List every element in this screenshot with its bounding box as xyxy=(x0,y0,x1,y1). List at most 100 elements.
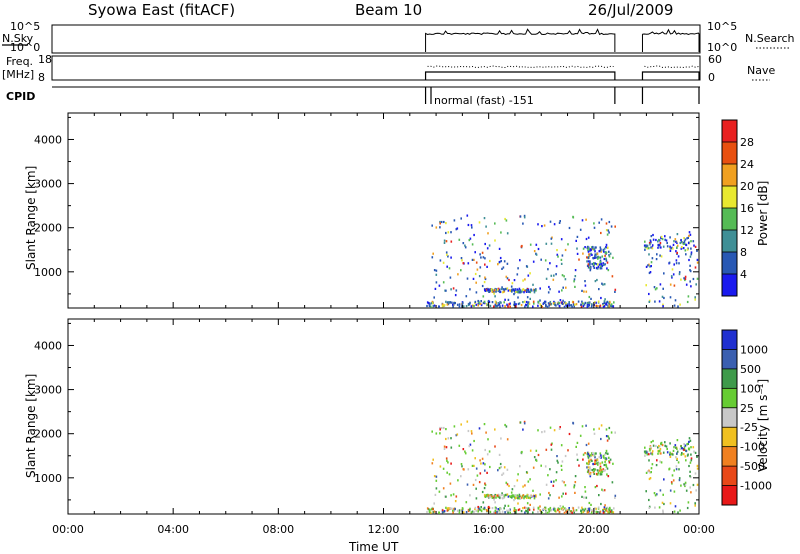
echo-cell xyxy=(431,224,433,227)
echo-cell xyxy=(688,231,691,234)
echo-cell xyxy=(597,265,600,268)
echo-cell xyxy=(430,511,432,514)
echo-cell xyxy=(595,263,598,266)
echo-cell xyxy=(503,290,505,293)
echo-cell xyxy=(611,275,614,278)
echo-cell xyxy=(527,274,530,277)
echo-cell xyxy=(589,263,591,266)
echo-cell xyxy=(466,214,469,217)
echo-cell xyxy=(491,290,494,293)
echo-cell xyxy=(564,484,567,487)
echo-cell xyxy=(550,237,553,240)
echo-cell xyxy=(501,304,504,307)
echo-cell xyxy=(477,299,479,303)
echo-cell xyxy=(454,294,457,297)
echo-cell xyxy=(446,253,448,256)
echo-cell xyxy=(587,250,590,253)
echo-cell xyxy=(570,510,573,513)
echo-cell xyxy=(547,497,550,500)
echo-cell xyxy=(594,256,596,259)
echo-cell xyxy=(565,509,567,512)
echo-cell xyxy=(606,507,609,510)
echo-cell xyxy=(442,510,445,513)
echo-cell xyxy=(598,288,600,291)
colorbar-segment xyxy=(722,164,737,186)
echo-cell xyxy=(535,243,538,246)
echo-cell xyxy=(588,460,591,463)
echo-cell xyxy=(608,305,610,308)
echo-cell xyxy=(553,480,555,483)
echo-cell xyxy=(603,302,606,305)
echo-cell xyxy=(483,508,486,511)
echo-cell xyxy=(529,503,531,506)
echo-cell xyxy=(450,462,452,465)
echo-cell xyxy=(535,449,538,452)
echo-cell xyxy=(488,300,491,303)
echo-cell xyxy=(558,510,561,514)
echo-cell xyxy=(475,291,478,294)
echo-cell xyxy=(597,257,599,260)
echo-cell xyxy=(595,253,598,256)
echo-cell xyxy=(488,450,491,453)
echo-cell xyxy=(568,304,570,307)
echo-cell xyxy=(504,423,506,427)
echo-cell xyxy=(595,459,598,462)
echo-cell xyxy=(486,265,488,268)
echo-cell xyxy=(484,289,487,292)
echo-cell xyxy=(644,454,646,457)
echo-cell xyxy=(549,426,552,429)
echo-cell xyxy=(645,265,648,268)
echo-cell xyxy=(494,493,496,497)
echo-cell xyxy=(588,460,590,463)
echo-cell xyxy=(601,282,603,285)
echo-cell xyxy=(494,509,497,512)
echo-cell xyxy=(648,253,650,256)
echo-cell xyxy=(450,446,453,449)
echo-cell xyxy=(439,259,442,262)
echo-cell xyxy=(552,484,555,487)
echo-cell xyxy=(574,269,577,272)
echo-cell xyxy=(645,490,647,493)
echo-cell xyxy=(478,302,481,305)
echo-cell xyxy=(537,429,539,432)
echo-cell xyxy=(654,288,657,291)
echo-cell xyxy=(610,303,613,306)
echo-cell xyxy=(605,457,608,460)
y-tick-label: 1000 xyxy=(34,266,62,279)
echo-cell xyxy=(526,296,529,299)
echo-cell xyxy=(553,429,556,432)
echo-cell xyxy=(480,256,482,259)
echo-cell xyxy=(497,469,499,472)
echo-cell xyxy=(658,238,660,242)
echo-cell xyxy=(505,287,507,290)
echo-cell xyxy=(560,444,563,447)
echo-cell xyxy=(676,241,678,244)
echo-cell xyxy=(552,302,555,305)
echo-cell xyxy=(440,426,443,430)
echo-cell xyxy=(454,508,456,511)
echo-cell xyxy=(591,459,593,462)
echo-cell xyxy=(586,462,588,465)
echo-cell xyxy=(681,241,683,244)
echo-cell xyxy=(526,495,528,498)
echo-cell xyxy=(608,255,611,258)
echo-cell xyxy=(599,246,602,249)
echo-cell xyxy=(604,263,606,266)
echo-cell xyxy=(462,468,465,471)
echo-cell xyxy=(514,494,517,497)
echo-cell xyxy=(689,461,692,464)
echo-cell xyxy=(585,496,588,499)
echo-cell xyxy=(680,278,682,281)
echo-cell xyxy=(588,501,591,505)
echo-cell xyxy=(447,508,449,511)
echo-cell xyxy=(486,509,489,512)
echo-cell xyxy=(696,249,698,252)
echo-cell xyxy=(690,446,692,449)
echo-cell xyxy=(589,467,591,470)
echo-cell xyxy=(687,447,690,451)
echo-cell xyxy=(511,494,513,497)
echo-cell xyxy=(609,300,611,303)
echo-cell xyxy=(602,454,605,457)
echo-cell xyxy=(670,481,673,484)
echo-cell xyxy=(433,502,435,505)
